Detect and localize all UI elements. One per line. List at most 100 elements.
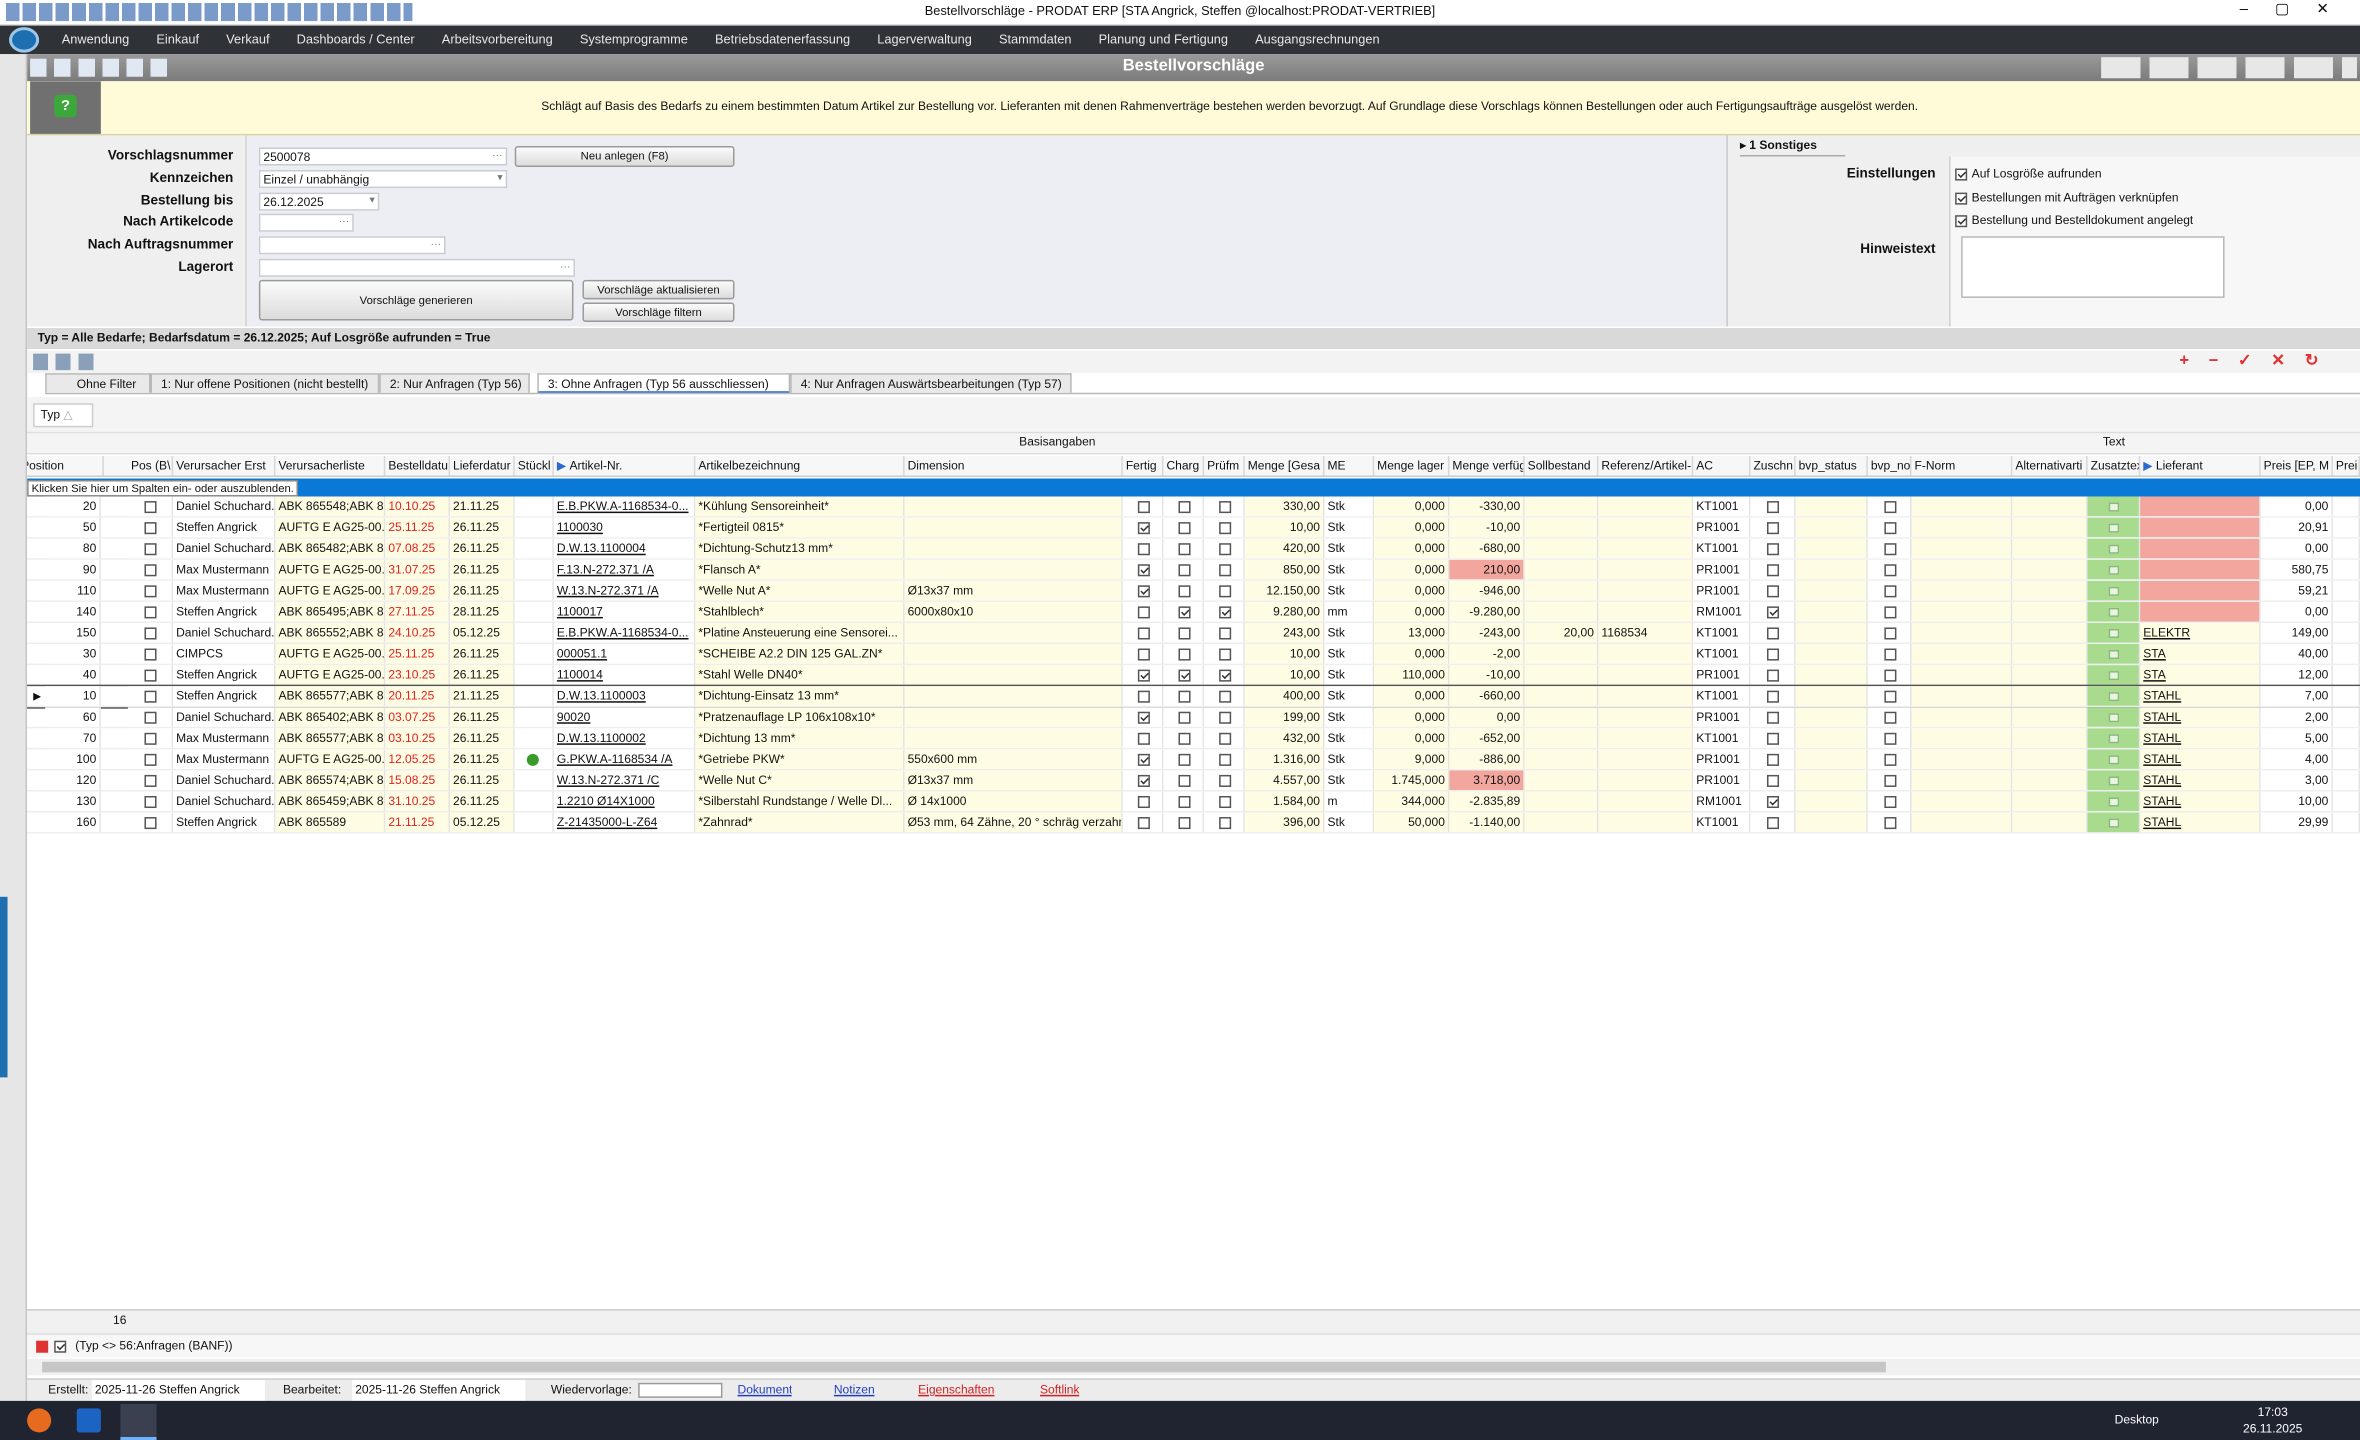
cell-text[interactable]: E.B.PKW.A-1168534-0... bbox=[556, 625, 689, 640]
checkbox[interactable] bbox=[1883, 711, 1896, 724]
filter-close[interactable] bbox=[36, 1340, 49, 1353]
checkbox[interactable] bbox=[1218, 648, 1231, 661]
sort-arrow[interactable]: ▶ bbox=[556, 458, 570, 473]
checkbox[interactable] bbox=[1177, 522, 1190, 535]
checkbox[interactable] bbox=[1883, 627, 1896, 640]
checkbox[interactable] bbox=[1766, 753, 1780, 766]
column-header[interactable]: Preis [EP, M bbox=[2261, 455, 2333, 476]
field-button[interactable]: ▾ bbox=[369, 194, 375, 206]
cell-text[interactable]: G.PKW.A-1168534 /A bbox=[556, 752, 673, 766]
bom-icon[interactable] bbox=[526, 753, 539, 766]
checkbox[interactable] bbox=[1177, 543, 1190, 556]
cell-text[interactable]: 1.2210 Ø14X1000 bbox=[556, 794, 655, 809]
group-chip[interactable]: Typ △ bbox=[33, 403, 94, 428]
checkbox[interactable] bbox=[1218, 522, 1231, 535]
checkbox[interactable] bbox=[144, 795, 157, 809]
setting-option[interactable]: Bestellungen mit Aufträgen verknüpfen bbox=[1954, 189, 2345, 207]
field-input[interactable]: 26.12.2025 ▾ bbox=[258, 191, 380, 211]
checkbox[interactable] bbox=[1218, 564, 1231, 577]
text-icon[interactable] bbox=[2108, 713, 2120, 723]
text-icon[interactable] bbox=[2108, 797, 2120, 807]
cell-text[interactable]: 1100014 bbox=[556, 668, 603, 682]
checkbox[interactable] bbox=[1766, 564, 1780, 577]
text-icon[interactable] bbox=[2108, 628, 2120, 638]
filter-tab[interactable]: 3: Ohne Anfragen (Typ 56 ausschliessen) bbox=[537, 373, 791, 393]
checkbox[interactable] bbox=[144, 543, 157, 556]
checkbox[interactable] bbox=[1218, 732, 1231, 745]
field-button[interactable]: ··· bbox=[559, 261, 571, 273]
checkbox[interactable] bbox=[144, 817, 157, 830]
field-input[interactable]: 2500078 ··· bbox=[258, 147, 508, 166]
cell-text[interactable]: STA bbox=[2143, 668, 2166, 682]
checkbox[interactable] bbox=[1137, 648, 1150, 661]
filter-tab[interactable]: 4: Nur Anfragen Auswärtsbearbeitungen (T… bbox=[790, 373, 1072, 393]
checkbox[interactable] bbox=[144, 690, 157, 703]
filter-tab[interactable]: 1: Nur offene Positionen (nicht bestellt… bbox=[150, 373, 380, 393]
checkbox[interactable] bbox=[1177, 690, 1190, 703]
cell-text[interactable]: STAHL bbox=[2143, 773, 2182, 787]
checkbox[interactable] bbox=[144, 627, 157, 640]
column-header[interactable]: Fertig bbox=[1123, 455, 1164, 476]
text-icon[interactable] bbox=[2108, 544, 2120, 554]
column-header[interactable]: ▶ Artikel-Nr. bbox=[554, 455, 696, 476]
text-icon[interactable] bbox=[2108, 565, 2120, 575]
cell-text[interactable]: STAHL bbox=[2143, 752, 2182, 766]
checkbox[interactable] bbox=[1137, 543, 1150, 556]
menu-item[interactable]: Dashboards / Center bbox=[296, 31, 415, 47]
checkbox[interactable] bbox=[1883, 774, 1896, 787]
checkbox[interactable] bbox=[1883, 606, 1896, 619]
new-button[interactable]: Neu anlegen (F8) bbox=[514, 145, 735, 168]
menu-item[interactable]: Stammdaten bbox=[998, 31, 1072, 47]
note-field[interactable] bbox=[1961, 236, 2225, 298]
checkbox[interactable] bbox=[144, 648, 157, 661]
column-header[interactable]: Sollbestand bbox=[1525, 455, 1599, 476]
checkbox[interactable] bbox=[1766, 648, 1780, 661]
cell-text[interactable]: Z-21435000-L-Z64 bbox=[556, 815, 658, 830]
checkbox[interactable] bbox=[1218, 585, 1231, 598]
cell-text[interactable]: STAHL bbox=[2143, 794, 2182, 809]
checkbox[interactable] bbox=[1137, 606, 1150, 619]
field-button[interactable]: ··· bbox=[338, 217, 350, 228]
menu-item[interactable]: Lagerverwaltung bbox=[877, 31, 972, 47]
menu-item[interactable]: Verkauf bbox=[226, 31, 270, 47]
filter-toggle[interactable] bbox=[54, 1340, 67, 1353]
text-icon[interactable] bbox=[2108, 692, 2120, 702]
checkbox[interactable] bbox=[1177, 732, 1190, 745]
cell-text[interactable]: ELEKTR bbox=[2143, 625, 2191, 640]
cell-text[interactable]: STAHL bbox=[2143, 731, 2182, 745]
column-header[interactable]: Position bbox=[27, 455, 104, 476]
checkbox[interactable] bbox=[1766, 606, 1780, 619]
erp-task[interactable] bbox=[120, 1403, 157, 1440]
column-header[interactable]: AC bbox=[1693, 455, 1751, 476]
checkbox[interactable] bbox=[144, 501, 157, 514]
checkbox[interactable] bbox=[1137, 732, 1150, 745]
checkbox[interactable] bbox=[1177, 753, 1190, 766]
column-header[interactable]: ▶ Lieferant bbox=[2140, 455, 2261, 476]
field-button[interactable]: ▾ bbox=[497, 172, 503, 184]
grid-tools[interactable] bbox=[33, 353, 100, 371]
cell-text[interactable]: 1100017 bbox=[556, 604, 603, 619]
column-header[interactable]: Verursacherliste bbox=[275, 455, 386, 476]
checkbox[interactable] bbox=[1218, 753, 1231, 766]
column-header[interactable]: Charg bbox=[1163, 455, 1205, 476]
cell-text[interactable]: STAHL bbox=[2143, 689, 2182, 703]
checkbox[interactable] bbox=[1137, 669, 1150, 682]
column-header[interactable]: Pos (B\ bbox=[128, 455, 174, 476]
followup-field[interactable] bbox=[638, 1382, 723, 1398]
checkbox[interactable] bbox=[1766, 627, 1780, 640]
column-header[interactable]: Stückl bbox=[515, 455, 554, 476]
checkbox[interactable] bbox=[1177, 817, 1190, 830]
checkbox[interactable] bbox=[1883, 543, 1896, 556]
text-icon[interactable] bbox=[2108, 502, 2120, 512]
checkbox[interactable] bbox=[144, 711, 157, 724]
column-header[interactable]: F-Norm bbox=[1911, 455, 2013, 476]
checkbox[interactable] bbox=[1218, 627, 1231, 640]
